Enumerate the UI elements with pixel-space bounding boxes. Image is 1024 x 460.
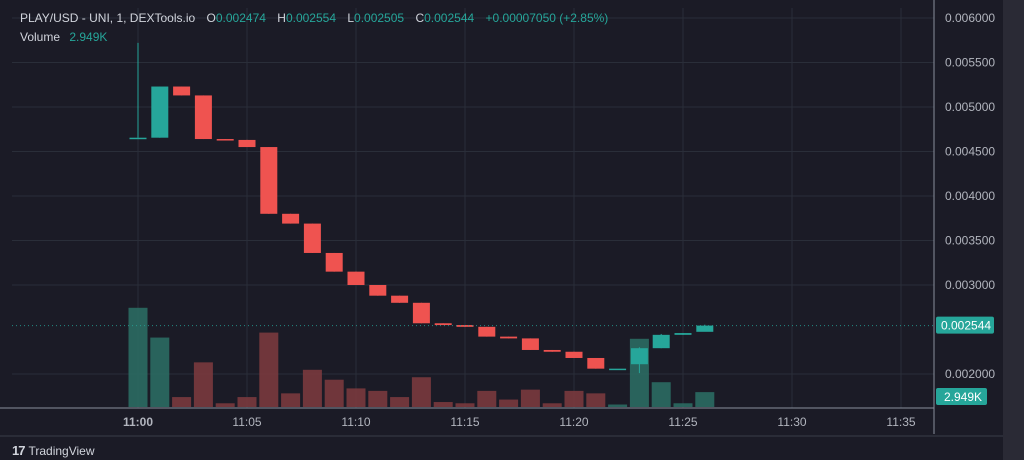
y-tick-label: 0.005000 (945, 100, 995, 114)
volume-bar (651, 382, 671, 407)
volume-bar (499, 399, 519, 407)
candle-body (238, 139, 256, 148)
candle-body (696, 325, 714, 332)
volume-legend: Volume 2.949K (20, 30, 107, 44)
volume-bar (324, 379, 344, 407)
candle-body (565, 351, 583, 358)
close-value: 0.002544 (424, 11, 475, 25)
y-tick-label: 0.004000 (945, 189, 995, 203)
volume-bar (128, 307, 148, 407)
candle-body (391, 295, 409, 303)
volume-bar (215, 403, 235, 407)
high-value: 0.002554 (285, 11, 336, 25)
volume-bar (193, 362, 213, 407)
low-value: 0.002505 (354, 11, 405, 25)
open-key: O (206, 11, 216, 25)
volume-bar (237, 397, 257, 407)
candle-body (478, 326, 496, 337)
tradingview-logo[interactable]: 17 TradingView (12, 443, 95, 458)
candle-body (347, 271, 365, 285)
y-tick-label: 0.003500 (945, 234, 995, 248)
volume-tag-label: 2.949K (944, 390, 982, 404)
candle-body (369, 285, 387, 296)
low-key: L (347, 11, 355, 25)
close-key: C (415, 11, 425, 25)
x-tick-label: 11:20 (559, 415, 588, 429)
tradingview-brand: TradingView (28, 443, 95, 458)
volume-tag (936, 388, 987, 405)
candle-body (303, 223, 321, 253)
candle-body (282, 213, 300, 224)
x-tick-label: 11:15 (450, 415, 479, 429)
x-tick-label: 11:05 (232, 415, 261, 429)
volume-bar (433, 402, 453, 407)
volume-bar (302, 369, 322, 407)
last-price-tag-label: 0.002544 (941, 319, 991, 333)
window-edge (1003, 0, 1024, 460)
candle-body (260, 147, 278, 214)
volume-bar (564, 390, 584, 407)
candle-body (652, 334, 670, 349)
candle-body (173, 86, 191, 96)
volume-bar (673, 403, 693, 407)
volume-bar (259, 332, 279, 407)
candle-body (151, 86, 169, 138)
y-tick-label: 0.004500 (945, 145, 995, 159)
x-tick-label: 11:10 (341, 415, 370, 429)
candle-body (609, 368, 627, 371)
y-tick-label: 0.002000 (945, 367, 995, 381)
tradingview-icon: 17 (12, 443, 26, 458)
volume-bar (346, 388, 366, 407)
symbol-title[interactable]: PLAY/USD - UNI, 1, DEXTools.io (20, 11, 196, 25)
candle-body (216, 139, 234, 141)
candle-body (674, 333, 692, 335)
volume-bar (150, 337, 170, 407)
open-value: 0.002474 (215, 11, 266, 25)
volume-bar (542, 403, 562, 407)
volume-bar (455, 403, 475, 407)
volume-bar (586, 393, 606, 407)
candle-body (500, 336, 518, 339)
candle-body (325, 252, 343, 272)
volume-value: 2.949K (69, 30, 108, 44)
candle-body (412, 302, 430, 324)
x-tick-label: 11:35 (886, 415, 915, 429)
volume-bar (281, 393, 301, 407)
candle-body (543, 349, 561, 352)
change-value: +0.00007050 (+2.85%) (485, 11, 609, 25)
volume-bar (520, 389, 540, 407)
volume-bar (411, 377, 431, 407)
volume-label[interactable]: Volume (20, 30, 61, 44)
x-tick-label: 11:00 (123, 415, 153, 429)
volume-bar (390, 397, 410, 407)
y-tick-label: 0.005500 (945, 56, 995, 70)
y-tick-label: 0.003000 (945, 278, 995, 292)
candle-body (129, 137, 147, 140)
candle-body (521, 338, 539, 350)
volume-bar (477, 390, 497, 407)
y-tick-label: 0.006000 (945, 11, 995, 25)
volume-bar (368, 390, 388, 407)
high-key: H (277, 11, 286, 25)
x-tick-label: 11:25 (668, 415, 697, 429)
volume-bar (608, 404, 628, 407)
candle-body (194, 95, 212, 140)
last-price-tag (936, 316, 994, 334)
candle-body (434, 323, 452, 326)
candle-body (630, 348, 648, 365)
x-tick-label: 11:30 (777, 415, 806, 429)
volume-bar (695, 392, 715, 407)
candle-body (587, 357, 605, 369)
volume-bar (172, 397, 192, 407)
ohlc-legend: PLAY/USD - UNI, 1, DEXTools.io O0.002474… (20, 11, 608, 25)
